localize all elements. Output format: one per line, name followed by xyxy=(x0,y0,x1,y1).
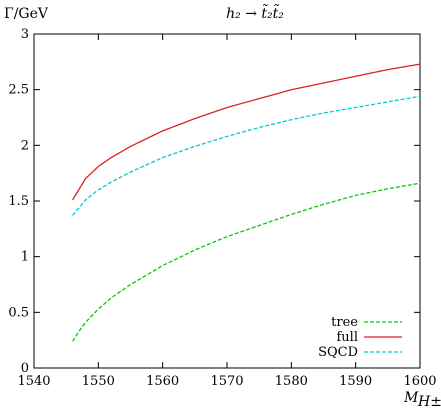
y-tick-label: 0.5 xyxy=(8,305,29,320)
legend-label-tree: tree xyxy=(331,315,358,330)
series-line-sqcd xyxy=(72,95,421,216)
x-tick-label: 1580 xyxy=(275,374,308,389)
series-layer xyxy=(72,63,421,342)
y-tick-label: 1.5 xyxy=(8,194,29,209)
x-tick-label: 1600 xyxy=(403,374,436,389)
y-axis-label: Γ/GeV xyxy=(4,6,49,22)
y-tick-label: 2 xyxy=(21,138,29,153)
chart-title: h₂ → t̃₂t̃₂ xyxy=(226,3,284,22)
series-line-full xyxy=(72,63,421,201)
x-axis-label: M H± xyxy=(403,390,441,409)
legend-label-full: full xyxy=(337,330,359,345)
axis-ticks: 1540 1550 1560 1570 1580 1590 1600 0 0.5 1 1.5 2 2.5… xyxy=(8,27,436,389)
x-tick-label: 1560 xyxy=(146,374,179,389)
y-tick-label: 2.5 xyxy=(8,83,29,98)
y-tick-label: 3 xyxy=(21,27,29,42)
x-tick-label: 1540 xyxy=(17,374,50,389)
x-axis-label-sub: H± xyxy=(417,394,441,409)
legend-label-sqcd: SQCD xyxy=(318,345,358,360)
x-tick-label: 1550 xyxy=(82,374,115,389)
series-line-tree xyxy=(72,182,421,342)
x-tick-label: 1590 xyxy=(339,374,372,389)
x-tick-label: 1570 xyxy=(210,374,243,389)
x-axis-label-main: M xyxy=(403,390,419,406)
y-tick-label: 1 xyxy=(21,250,29,265)
y-tick-label: 0 xyxy=(21,361,29,376)
plot-frame xyxy=(33,33,421,369)
